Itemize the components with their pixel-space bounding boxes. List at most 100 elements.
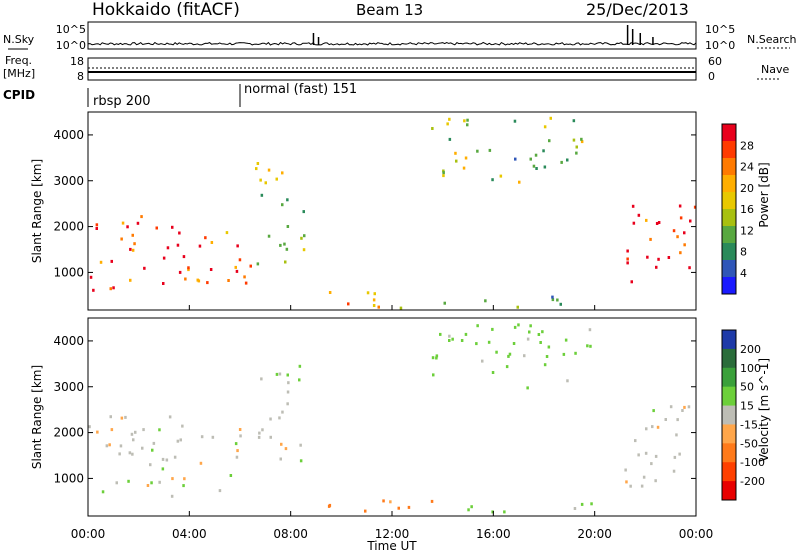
heatmap-cell — [165, 458, 169, 462]
heatmap-cell — [127, 479, 130, 483]
heatmap-cell — [678, 204, 682, 208]
colorbar-swatch — [722, 158, 736, 176]
colorbar-tick-label: 200 — [740, 343, 761, 356]
heatmap-cell — [513, 119, 517, 123]
heatmap-cell — [382, 499, 385, 503]
y-tick-label: 2000 — [53, 220, 84, 234]
heatmap-cell — [505, 365, 509, 369]
heatmap-cell — [439, 332, 442, 336]
freq-tick-low: 8 — [77, 70, 84, 83]
heatmap-cell — [264, 181, 267, 185]
heatmap-cell — [298, 364, 302, 368]
heatmap-cell — [548, 139, 551, 143]
heatmap-cell — [158, 480, 161, 484]
heatmap-cell — [528, 330, 531, 334]
colorbar-tick-label: 20 — [740, 182, 754, 195]
power-y-ticks: 4000 3000 2000 1000 — [53, 128, 696, 279]
freq-tick-high: 18 — [70, 55, 84, 68]
heatmap-cell — [448, 334, 451, 338]
colorbar-tick-label: 50 — [740, 381, 754, 394]
heatmap-cell — [650, 462, 653, 466]
heatmap-cell — [161, 457, 165, 461]
heatmap-cell — [372, 298, 376, 302]
heatmap-cell — [260, 193, 264, 197]
power-colorbar: 28 24 20 16 12 8 4 — [721, 123, 754, 295]
y-tick-label: 1000 — [53, 471, 84, 485]
nsearch-label: N.Search — [747, 33, 797, 46]
heatmap-cell — [131, 248, 135, 252]
heatmap-cell — [89, 275, 93, 279]
heatmap-cell — [551, 295, 554, 299]
power-panel: 4000 3000 2000 1000 Slant Range [km] 28 24 20… — [30, 111, 771, 311]
heatmap-cell — [267, 234, 271, 238]
colorbar-tick-label: -50 — [740, 437, 758, 450]
heatmap-cell — [566, 158, 569, 162]
heatmap-cell — [487, 340, 491, 344]
heatmap-cell — [588, 328, 592, 332]
heatmap-cell — [101, 490, 105, 494]
heatmap-cell — [590, 502, 593, 506]
heatmap-cell — [535, 167, 538, 170]
heatmap-cell — [372, 304, 376, 307]
heatmap-cell — [448, 339, 451, 342]
heatmap-cell — [560, 160, 563, 164]
colorbar-tick-label: 28 — [740, 139, 754, 152]
heatmap-cell — [562, 352, 566, 356]
heatmap-cell — [503, 510, 506, 514]
heatmap-cell — [676, 235, 679, 239]
heatmap-cell — [532, 164, 536, 168]
heatmap-cell — [673, 455, 677, 459]
heatmap-cell — [632, 221, 636, 225]
heatmap-cell — [642, 475, 646, 479]
heatmap-cell — [448, 137, 452, 141]
heatmap-cell — [279, 243, 282, 247]
y-tick-label: 3000 — [53, 380, 84, 394]
heatmap-cell — [302, 210, 305, 214]
heatmap-cell — [204, 236, 207, 240]
heatmap-cell — [397, 506, 400, 510]
heatmap-cell — [467, 508, 470, 512]
heatmap-cell — [129, 247, 132, 251]
colorbar-frame — [721, 329, 737, 501]
heatmap-cell — [88, 425, 91, 429]
heatmap-cell — [238, 258, 242, 262]
heatmap-cell — [279, 457, 282, 461]
power-frame — [87, 111, 697, 311]
heatmap-cell — [462, 166, 466, 170]
heatmap-cell — [281, 410, 284, 414]
colorbar-tick-label: 12 — [740, 224, 754, 237]
heatmap-cell — [629, 484, 632, 488]
heatmap-cell — [286, 390, 290, 394]
colorbar-swatch — [722, 348, 736, 369]
heatmap-cell — [256, 262, 260, 266]
colorbar-swatch — [722, 192, 736, 210]
heatmap-cell — [283, 242, 286, 246]
heatmap-cell — [537, 333, 541, 336]
heatmap-cell — [586, 344, 589, 348]
heatmap-cell — [269, 417, 272, 421]
colorbar-tick-label: 100 — [740, 362, 761, 375]
heatmap-cell — [206, 281, 209, 285]
heatmap-cell — [143, 266, 146, 270]
heatmap-cell — [654, 454, 658, 458]
heatmap-cell — [543, 363, 547, 367]
heatmap-cell — [649, 237, 652, 241]
heatmap-cell — [95, 227, 98, 230]
heatmap-cell — [108, 443, 111, 447]
heatmap-cell — [626, 257, 629, 261]
colorbar-swatch — [722, 226, 736, 244]
heatmap-cell — [484, 299, 487, 303]
heatmap-cell — [178, 231, 181, 235]
heatmap-cell — [235, 455, 239, 459]
heatmap-cell — [454, 151, 457, 155]
heatmap-cell — [672, 469, 676, 473]
heatmap-cell — [183, 477, 186, 481]
heatmap-cell — [514, 157, 517, 161]
heatmap-cell — [687, 405, 691, 409]
heatmap-cell — [518, 180, 521, 184]
heatmap-cell — [377, 305, 380, 309]
heatmap-cell — [115, 481, 118, 485]
heatmap-cell — [286, 373, 289, 377]
heatmap-cell — [678, 452, 681, 456]
